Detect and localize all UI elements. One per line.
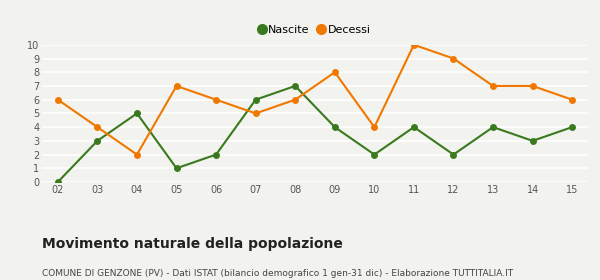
Legend: Nascite, Decessi: Nascite, Decessi bbox=[255, 20, 375, 39]
Text: COMUNE DI GENZONE (PV) - Dati ISTAT (bilancio demografico 1 gen-31 dic) - Elabor: COMUNE DI GENZONE (PV) - Dati ISTAT (bil… bbox=[42, 269, 513, 278]
Text: Movimento naturale della popolazione: Movimento naturale della popolazione bbox=[42, 237, 343, 251]
